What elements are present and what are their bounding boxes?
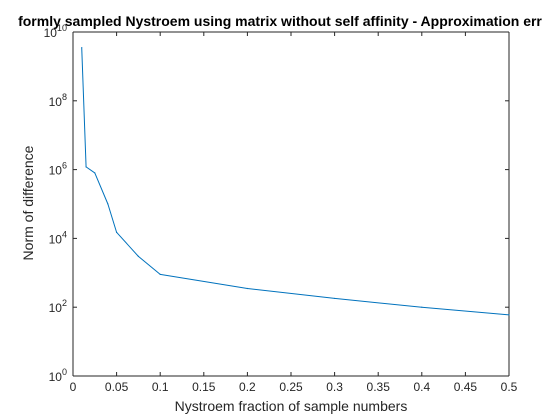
x-tick-label: 0.3 (326, 380, 343, 394)
series-layer (81, 47, 510, 316)
x-axis-label: Nystroem fraction of sample numbers (175, 398, 408, 414)
x-tick-label: 0.35 (367, 380, 391, 394)
x-tick-label: 0.5 (501, 380, 518, 394)
x-tick-label: 0.4 (413, 380, 430, 394)
data-point (137, 255, 139, 257)
chart-title: formly sampled Nystroem using matrix wit… (18, 13, 542, 29)
data-point (107, 203, 109, 205)
data-point (94, 172, 96, 174)
y-tick-label: 106 (49, 161, 67, 178)
x-tick-label: 0.45 (454, 380, 478, 394)
y-tick-label: 104 (49, 229, 67, 246)
data-point (246, 287, 248, 290)
data-point (508, 314, 510, 316)
data-point (85, 166, 87, 168)
y-tick-label: 1010 (44, 23, 67, 40)
x-tick-label: 0.05 (105, 380, 129, 394)
x-tick-label: 0 (70, 380, 77, 394)
data-point (159, 273, 161, 275)
y-tick-label: 108 (49, 92, 67, 109)
x-tick-label: 0.25 (279, 380, 303, 394)
data-point (116, 231, 118, 233)
y-axis-label: Norm of difference (20, 145, 36, 260)
data-point (334, 297, 336, 300)
data-point (81, 47, 83, 49)
x-tick-label: 0.1 (152, 380, 169, 394)
ticks: 0 0.05 0.1 0.15 0.2 0.25 0.3 0.35 0.4 0.45 0.5 100 1… (44, 23, 518, 394)
y-tick-label: 100 (49, 367, 67, 384)
x-tick-label: 0.2 (239, 380, 256, 394)
x-tick-label: 0.15 (192, 380, 216, 394)
data-point (421, 306, 423, 308)
y-tick-label: 102 (49, 298, 67, 315)
plot-area (73, 32, 509, 376)
